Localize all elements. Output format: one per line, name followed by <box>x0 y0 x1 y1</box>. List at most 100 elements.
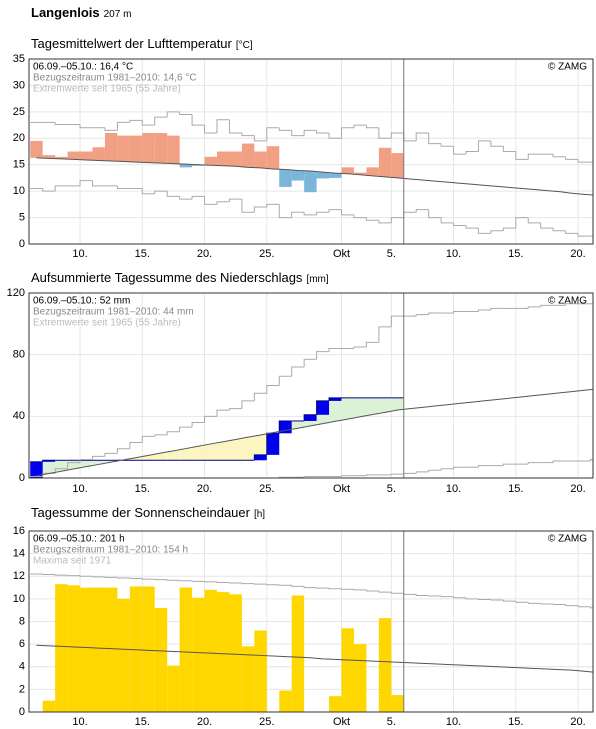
y-tick-label: 10 <box>13 593 25 605</box>
station-header: Langenlois 207 m <box>31 5 131 20</box>
extreme-max-step <box>490 599 504 601</box>
temperature-bar <box>104 133 118 162</box>
extreme-min-step <box>341 209 354 216</box>
temperature-bar <box>266 146 280 169</box>
extreme-min-step <box>390 473 404 475</box>
sunshine-bar <box>204 589 217 712</box>
plot-border <box>28 58 594 245</box>
daily-increment <box>316 400 330 415</box>
extreme-max-step <box>303 586 317 589</box>
sunshine-bar <box>129 586 143 712</box>
extreme-min-step <box>116 185 130 189</box>
plot-area <box>29 531 593 712</box>
sunshine-bar <box>254 630 267 712</box>
extreme-max-step <box>552 603 566 606</box>
extreme-min-step <box>527 462 541 465</box>
extreme-max-step <box>67 575 81 577</box>
extreme-max-step <box>378 127 392 139</box>
y-tick-label: 25 <box>13 106 25 118</box>
extreme-max-step <box>253 583 267 585</box>
extreme-max-step <box>552 154 566 158</box>
extreme-max-step <box>42 573 56 576</box>
temperature-bar <box>80 151 93 160</box>
extreme-max-step <box>316 351 330 360</box>
info-note: 06.09.–05.10.: 16,4 °C <box>33 62 133 73</box>
plot-border <box>28 530 594 713</box>
credit: © ZAMG <box>548 296 587 307</box>
extreme-min-step <box>552 228 566 232</box>
temperature-bar <box>117 135 130 162</box>
extreme-min-step <box>540 222 554 229</box>
temperature-bar <box>217 151 230 166</box>
extreme-max-step <box>228 408 242 411</box>
x-tick-label: 20. <box>570 716 585 728</box>
info-note: Maxima seit 1971 <box>33 556 112 567</box>
x-tick-label: 10. <box>446 248 461 260</box>
extreme-max-step <box>291 130 305 137</box>
extreme-max-step <box>228 119 242 134</box>
temperature-bar <box>154 133 168 164</box>
difference-fill <box>204 443 217 461</box>
temperature-bar <box>241 143 255 168</box>
extreme-max-step <box>502 600 516 602</box>
extreme-max-step <box>179 580 193 582</box>
extreme-max-step <box>390 592 404 594</box>
extreme-max-step <box>154 116 168 126</box>
temperature-bar <box>204 156 217 166</box>
info-note: 06.09.–05.10.: 201 h <box>33 534 125 545</box>
station-elevation: 207 m <box>104 9 132 20</box>
extreme-max-step <box>291 585 305 587</box>
x-tick-label: 15. <box>135 248 150 260</box>
extreme-max-step <box>515 151 529 160</box>
extreme-max-step <box>341 588 354 590</box>
extreme-min-step <box>42 188 56 192</box>
extreme-max-step <box>253 392 267 401</box>
temperature-bar <box>316 172 330 179</box>
difference-fill <box>142 455 155 461</box>
extreme-max-step <box>129 577 143 580</box>
difference-fill <box>378 397 392 413</box>
extreme-min-step <box>316 211 330 215</box>
info-note: Bezugszeitraum 1981–2010: 154 h <box>33 545 188 556</box>
credit: © ZAMG <box>548 534 587 545</box>
extreme-max-step <box>415 594 429 596</box>
y-tick-label: 20 <box>13 132 25 144</box>
extreme-max-step <box>191 580 205 582</box>
x-tick-label: 20. <box>197 716 212 728</box>
extreme-min-step <box>365 474 379 476</box>
plot-area <box>29 59 593 244</box>
extreme-max-step <box>253 135 267 142</box>
difference-fill <box>391 397 404 411</box>
extreme-max-step <box>477 309 491 312</box>
extreme-min-step <box>154 190 168 194</box>
chart-title: Aufsummierte Tagessumme des Niederschlag… <box>31 270 329 285</box>
extreme-min-step <box>502 227 516 231</box>
x-tick-label: 25. <box>259 716 274 728</box>
extreme-max-step <box>129 119 143 123</box>
temperature-bar <box>129 135 143 163</box>
temperature-bar <box>92 147 105 161</box>
credit: © ZAMG <box>548 62 587 73</box>
extreme-max-step <box>490 140 504 147</box>
extreme-max-step <box>166 111 180 118</box>
extreme-max-step <box>540 304 554 307</box>
sunshine-bar <box>142 586 155 712</box>
difference-fill <box>217 441 230 461</box>
temperature-bar <box>179 164 193 168</box>
extreme-max-step <box>465 151 479 155</box>
x-tick-label: 25. <box>259 248 274 260</box>
extreme-max-step <box>54 574 68 576</box>
extreme-min-step <box>453 466 467 469</box>
temperature-bar <box>279 169 292 187</box>
y-tick-label: 40 <box>13 410 25 422</box>
info-note: Extremwerte seit 1965 (55 Jahre) <box>33 84 181 95</box>
observed-step <box>42 459 56 462</box>
extreme-max-step <box>104 576 118 578</box>
extreme-max-step <box>527 306 541 309</box>
extreme-min-step <box>291 211 305 218</box>
temperature-bar <box>378 147 392 177</box>
extreme-min-step <box>353 214 367 219</box>
observed-step <box>303 414 317 421</box>
x-tick-label: 25. <box>259 483 274 495</box>
extreme-max-step <box>440 596 454 598</box>
